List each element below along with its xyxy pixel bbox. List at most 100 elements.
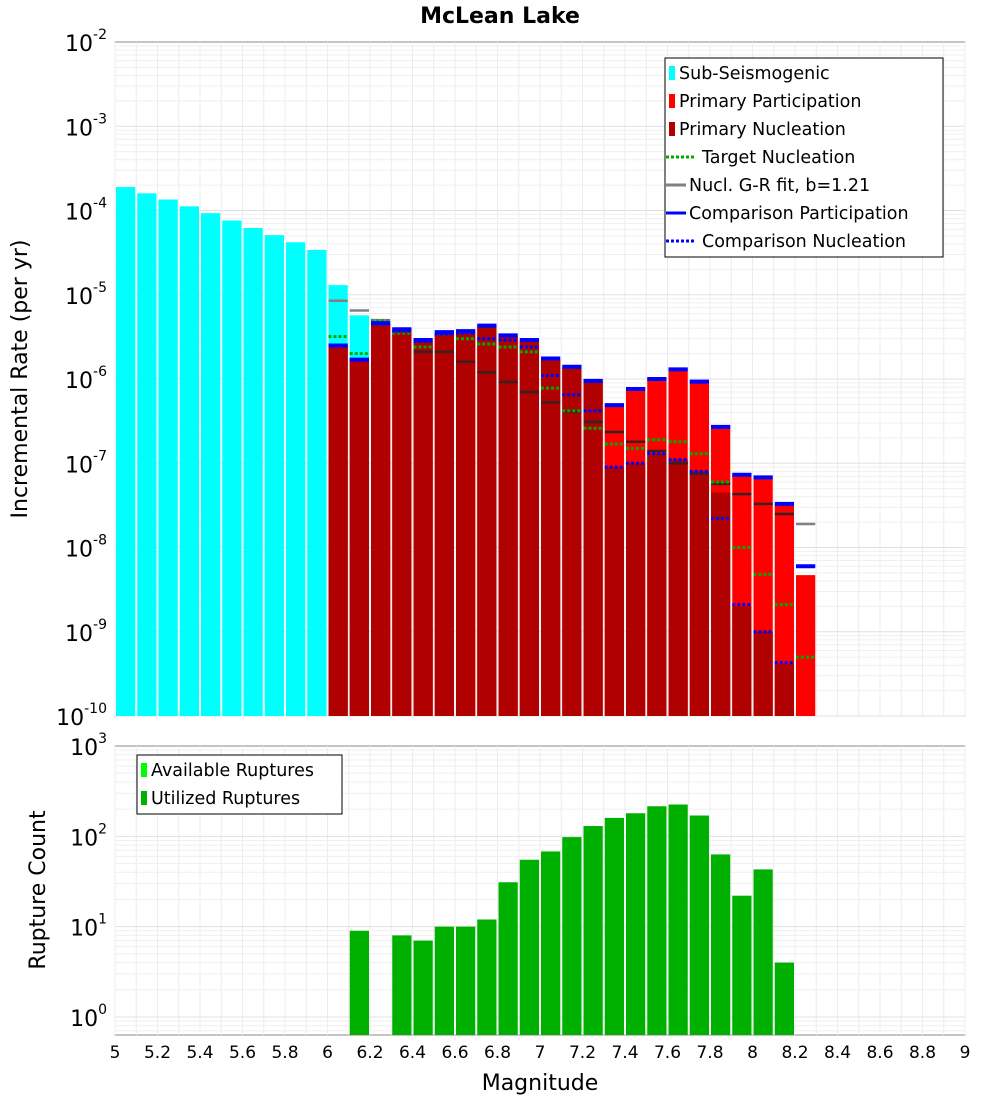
legend-label: Sub-Seismogenic [679, 64, 830, 84]
y-tick-label: 100 [70, 1002, 107, 1032]
bar-sub-seismogenic [201, 213, 221, 716]
y-tick-label: 10-8 [65, 533, 107, 563]
top-legend: Sub-Seismogenic Primary Participation Prim… [664, 57, 944, 258]
x-tick-label: 5.2 [144, 1043, 171, 1063]
x-tick-label: 9 [960, 1043, 971, 1063]
bar-primary-nucleation [774, 663, 794, 716]
bar-utilized-ruptures [413, 940, 433, 1035]
bar-utilized-ruptures [753, 869, 773, 1035]
x-tick-label: 6.6 [441, 1043, 468, 1063]
x-tick-label: 6.8 [484, 1043, 511, 1063]
bottom-legend-frame [136, 754, 343, 815]
bar-primary-nucleation [541, 359, 561, 716]
bar-utilized-ruptures [626, 813, 646, 1035]
bar-utilized-ruptures [392, 935, 412, 1035]
legend-label: Comparison Nucleation [702, 232, 906, 252]
bar-utilized-ruptures [519, 859, 539, 1035]
bar-utilized-ruptures [541, 851, 561, 1035]
y-tick-label: 10-6 [65, 364, 107, 394]
bar-utilized-ruptures [711, 854, 731, 1035]
bar-primary-nucleation [477, 326, 497, 716]
x-tick-label: 5 [110, 1043, 121, 1063]
bar-primary-nucleation [349, 360, 369, 716]
x-tick-label: 5.8 [271, 1043, 298, 1063]
bar-utilized-ruptures [647, 806, 667, 1035]
legend-swatch [669, 66, 675, 80]
x-tick-label: 5.6 [229, 1043, 256, 1063]
y-tick-label: 103 [70, 731, 107, 761]
bar-sub-seismogenic [179, 206, 199, 716]
bar-utilized-ruptures [604, 817, 624, 1035]
legend-label: Target Nucleation [701, 148, 855, 168]
x-tick-label: 8.8 [909, 1043, 936, 1063]
legend-label: Primary Nucleation [679, 120, 846, 140]
x-tick-label: 7.4 [611, 1043, 638, 1063]
bar-primary-nucleation [732, 606, 752, 716]
x-tick-label: 8 [747, 1043, 758, 1063]
bar-primary-nucleation [456, 332, 476, 716]
y-tick-label: 10-10 [56, 701, 107, 731]
bar-sub-seismogenic [307, 249, 327, 716]
legend-swatch [669, 94, 675, 108]
legend-swatch [141, 763, 147, 777]
legend-swatch [141, 791, 147, 805]
x-tick-label: 7.8 [696, 1043, 723, 1063]
legend-label: Available Ruptures [151, 761, 314, 781]
y-tick-label: 102 [70, 821, 107, 851]
top-y-axis-label: Incremental Rate (per yr) [8, 240, 33, 519]
bar-primary-nucleation [519, 341, 539, 716]
bottom-bars [349, 804, 794, 1035]
bar-utilized-ruptures [689, 815, 709, 1035]
legend-label: Comparison Participation [689, 204, 909, 224]
bar-primary-nucleation [392, 330, 412, 716]
bar-utilized-ruptures [774, 962, 794, 1035]
bar-primary-nucleation [328, 345, 348, 716]
bar-primary-participation [796, 575, 816, 716]
x-tick-label: 8.4 [824, 1043, 851, 1063]
bar-primary-nucleation [647, 453, 667, 716]
bar-utilized-ruptures [456, 926, 476, 1035]
bar-primary-nucleation [626, 463, 646, 716]
y-tick-label: 10-4 [65, 196, 107, 226]
bar-sub-seismogenic [158, 199, 178, 716]
x-tick-label: 7.6 [654, 1043, 681, 1063]
top-y-ticks: 10-2 10-3 10-4 10-5 10-6 10-7 10-8 10-9 10-10 [56, 27, 107, 731]
bar-sub-seismogenic [264, 235, 284, 716]
x-tick-label: 6 [322, 1043, 333, 1063]
top-markers [328, 299, 816, 665]
bar-primary-nucleation [753, 631, 773, 716]
chart-title: McLean Lake [420, 4, 580, 29]
y-tick-label: 101 [70, 912, 107, 942]
legend-swatch [669, 122, 675, 136]
bar-primary-nucleation [434, 333, 454, 716]
bar-utilized-ruptures [583, 826, 603, 1035]
legend-label: Nucl. G-R fit, b=1.21 [689, 176, 870, 196]
bar-primary-participation [774, 504, 794, 716]
bar-primary-nucleation [583, 380, 603, 716]
x-axis-label: Magnitude [482, 1071, 599, 1096]
bar-primary-nucleation [413, 341, 433, 716]
bottom-legend: Available Ruptures Utilized Ruptures [136, 754, 343, 815]
bar-sub-seismogenic [116, 187, 136, 716]
bar-sub-seismogenic [286, 242, 306, 716]
bar-utilized-ruptures [498, 882, 518, 1035]
bar-utilized-ruptures [732, 895, 752, 1035]
x-tick-label: 7.2 [569, 1043, 596, 1063]
y-tick-label: 10-9 [65, 617, 107, 647]
y-tick-label: 10-2 [65, 27, 107, 57]
legend-label: Primary Participation [679, 92, 861, 112]
y-tick-label: 10-3 [65, 111, 107, 141]
bar-primary-nucleation [689, 471, 709, 716]
bar-primary-nucleation [668, 459, 688, 716]
x-tick-label: 5.4 [186, 1043, 213, 1063]
y-tick-label: 10-7 [65, 448, 107, 478]
bottom-y-ticks: 103 102 101 100 [70, 731, 107, 1032]
x-tick-label: 7 [535, 1043, 546, 1063]
bar-sub-seismogenic [137, 193, 157, 717]
bar-primary-nucleation [498, 336, 518, 716]
bar-utilized-ruptures [349, 930, 369, 1035]
x-tick-label: 6.2 [356, 1043, 383, 1063]
bar-sub-seismogenic [222, 220, 242, 717]
x-tick-label: 6.4 [399, 1043, 426, 1063]
